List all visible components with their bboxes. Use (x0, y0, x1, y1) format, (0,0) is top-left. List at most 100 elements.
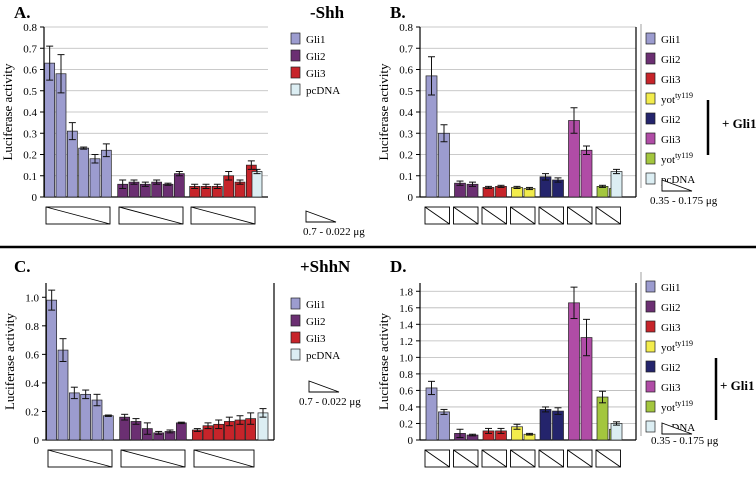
bar (580, 149, 593, 198)
panel-c-label: C. (14, 257, 31, 276)
bar (173, 173, 185, 198)
bar (568, 302, 580, 441)
legend-swatch (290, 66, 301, 79)
bar (44, 62, 56, 198)
dose-key-label: 0.7 - 0.022 μg (303, 226, 365, 238)
y-tick-label: 0.2 (25, 406, 39, 418)
bar (610, 171, 623, 198)
y-tick-label: 1.8 (399, 286, 413, 298)
y-tick-label: 0.5 (23, 86, 37, 98)
bar (78, 147, 90, 198)
y-axis-label: Luciferase activity (376, 63, 391, 161)
panel-a-label: A. (14, 3, 31, 22)
legend-label: Gli1 (661, 282, 681, 294)
legend-swatch (645, 320, 656, 333)
legend-label: Gli2 (661, 54, 681, 66)
y-tick-label: 1.2 (399, 336, 413, 348)
y-tick-label: 0.2 (23, 150, 37, 162)
legend-label: Gli2 (306, 316, 326, 328)
legend-label-text: Gli2 (661, 362, 681, 374)
dose-key-wedge (305, 210, 337, 223)
legend-label-text: Gli1 (661, 34, 681, 46)
dose-wedge-slope (538, 449, 564, 468)
y-tick-label: 0.5 (399, 86, 413, 98)
dose-wedge-slope (567, 449, 593, 468)
dose-wedge-slope (481, 449, 507, 468)
y-tick-label: 0.2 (399, 418, 413, 430)
dose-wedge-slope (120, 449, 186, 468)
dose-wedge-slope (595, 206, 621, 225)
legend-label: yotty119 (661, 399, 693, 414)
bar (175, 422, 187, 441)
legend-label-text: Gli2 (661, 114, 681, 126)
legend-label-text: Gli1 (306, 299, 326, 311)
y-tick-label: 0.3 (23, 128, 37, 140)
bar (102, 415, 114, 441)
legend-label-superscript: ty119 (675, 151, 693, 160)
legend-label-text: Gli2 (306, 51, 326, 63)
bar (46, 299, 58, 441)
legend-swatch (645, 32, 656, 45)
legend-swatch (290, 49, 301, 62)
dose-wedge-slope (595, 449, 621, 468)
y-tick-label: 0.6 (399, 385, 413, 397)
legend-label: Gli2 (661, 362, 681, 374)
legend-label-text: Gli1 (306, 34, 326, 46)
y-tick-label: 0 (34, 435, 40, 447)
dose-key-wedge (308, 380, 340, 393)
bar (552, 410, 564, 441)
bar (251, 171, 263, 198)
legend-label-text: yot (661, 402, 675, 414)
legend-label: Gli1 (306, 299, 326, 311)
y-tick-label: 0.3 (399, 128, 413, 140)
dose-key-label: 0.35 - 0.175 μg (651, 435, 719, 447)
dose-wedge-slope (190, 206, 256, 225)
legend-label: Gli3 (661, 74, 681, 86)
legend-swatch (645, 52, 656, 65)
y-tick-label: 0.8 (399, 22, 413, 34)
legend-swatch (290, 83, 301, 96)
legend-label-text: pcDNA (306, 350, 340, 362)
y-tick-label: 0.7 (399, 43, 413, 55)
bar (162, 183, 174, 198)
y-tick-label: 1.4 (399, 319, 413, 331)
bar (100, 149, 112, 198)
dose-wedge-slope (45, 206, 111, 225)
legend-swatch (645, 340, 656, 353)
legend-swatch (645, 380, 656, 393)
legend-swatch (290, 348, 301, 361)
legend-label: yotty119 (661, 339, 693, 354)
dose-key-label: 0.35 - 0.175 μg (650, 195, 718, 207)
legend-swatch (645, 420, 656, 433)
panel-d-label: D. (390, 257, 407, 276)
bar (119, 416, 131, 441)
legend-label: Gli2 (306, 51, 326, 63)
legend-label-superscript: ty119 (675, 339, 693, 348)
y-tick-label: 0.2 (399, 150, 413, 162)
panel-b: B. 0 0.1 0.2 0.3 0.4 0.5 0.6 0.7 0.8 Luciferase a… (376, 3, 756, 225)
dose-wedge-slope (481, 206, 507, 225)
legend-label-text: yot (661, 342, 675, 354)
y-tick-label: 0.8 (23, 22, 37, 34)
bar (89, 158, 101, 198)
bar (596, 186, 609, 198)
legend-label: Gli3 (306, 68, 326, 80)
legend-label: Gli2 (661, 302, 681, 314)
bar (495, 186, 507, 198)
legend-label: pcDNA (306, 350, 340, 362)
legend-label-text: pcDNA (306, 85, 340, 97)
dose-wedge-slope (424, 449, 450, 468)
legend-swatch (645, 112, 656, 125)
y-axis-label: Luciferase activity (0, 63, 15, 161)
legend-label-superscript: ty119 (675, 91, 693, 100)
y-tick-label: 1.0 (399, 352, 413, 364)
dose-wedge-slope (47, 449, 113, 468)
y-tick-label: 0 (408, 192, 414, 204)
legend-label-text: yot (661, 94, 675, 106)
legend-label-text: Gli3 (306, 333, 326, 345)
legend-label-text: Gli3 (661, 74, 681, 86)
dose-key-wedge (661, 179, 693, 192)
y-tick-label: 0.4 (23, 107, 37, 119)
dose-key-wedge (661, 422, 693, 435)
